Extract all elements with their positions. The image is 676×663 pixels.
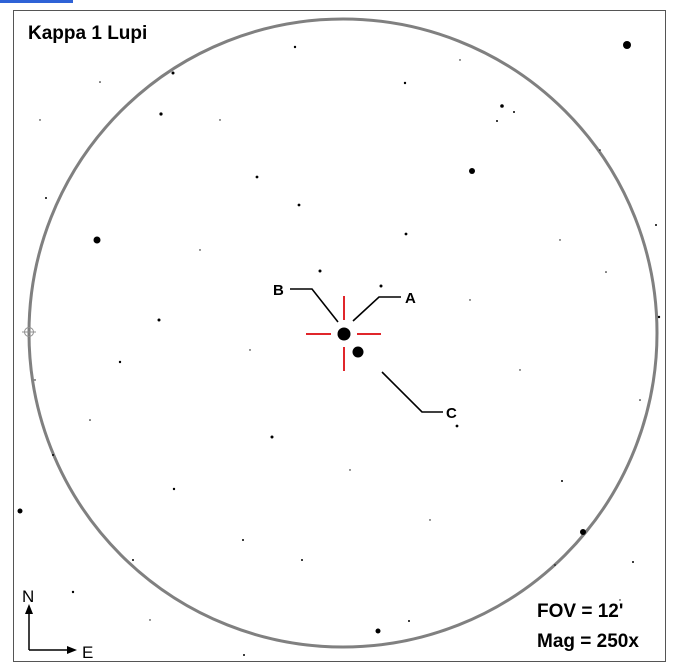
mag-label: Mag = 250x — [537, 631, 639, 652]
field-star — [159, 112, 163, 116]
field-star — [199, 249, 201, 251]
field-star — [500, 104, 504, 108]
field-star — [297, 203, 301, 207]
field-star — [469, 299, 471, 301]
field-star — [623, 41, 631, 49]
field-star — [17, 508, 23, 514]
field-star — [149, 619, 151, 621]
field-star — [403, 81, 407, 85]
label-b: B — [273, 282, 284, 299]
field-star — [71, 590, 75, 594]
field-star — [619, 599, 621, 601]
field-star — [242, 539, 244, 541]
compass-north-label: N — [22, 587, 34, 606]
field-star — [469, 168, 475, 174]
field-star — [513, 111, 515, 113]
field-star — [429, 519, 431, 521]
fov-label: FOV = 12' — [537, 601, 623, 622]
field-star — [375, 628, 381, 634]
field-star — [171, 71, 175, 75]
field-star — [657, 315, 661, 319]
field-star — [599, 149, 601, 151]
compass-east-arrowhead — [67, 646, 77, 654]
field-star — [639, 399, 641, 401]
compass-east-label: E — [82, 643, 93, 662]
field-star — [118, 360, 122, 364]
field-star — [496, 120, 498, 122]
leader-c — [381, 371, 443, 413]
field-star — [655, 224, 657, 226]
field-star — [519, 369, 521, 371]
field-star — [270, 435, 274, 439]
field-star — [632, 561, 634, 563]
field-star — [559, 239, 561, 241]
field-star — [89, 419, 91, 421]
field-star — [318, 269, 322, 273]
label-a: A — [405, 290, 416, 307]
field-star — [455, 424, 459, 428]
field-star — [219, 119, 221, 121]
field-star — [93, 236, 101, 244]
field-star — [249, 349, 251, 351]
leader-b — [290, 288, 339, 323]
field-star — [404, 232, 408, 236]
fov-circle — [27, 17, 659, 649]
label-c: C — [446, 405, 457, 422]
field-star — [132, 559, 134, 561]
leader-a — [352, 296, 401, 322]
field-star — [52, 454, 54, 456]
field-star — [172, 487, 176, 491]
field-stars — [17, 41, 661, 656]
target-crosshair — [306, 296, 381, 371]
field-star — [255, 175, 259, 179]
compass: N E — [22, 587, 93, 662]
field-star — [561, 480, 563, 482]
chart-title: Kappa 1 Lupi — [28, 23, 147, 44]
field-star — [580, 529, 586, 535]
field-star — [379, 284, 383, 288]
star-a — [337, 327, 351, 341]
field-star — [554, 564, 556, 566]
field-star — [157, 318, 161, 322]
star-c — [352, 346, 364, 358]
field-star — [408, 620, 410, 622]
field-star — [99, 81, 101, 83]
field-star — [349, 469, 351, 471]
compass-north-arrowhead — [25, 604, 33, 614]
field-star — [293, 45, 297, 49]
field-star — [605, 271, 607, 273]
field-star — [34, 379, 36, 381]
field-star — [39, 119, 41, 121]
field-star — [459, 59, 461, 61]
field-star — [243, 654, 245, 656]
field-star — [301, 559, 303, 561]
link-underline-bar[interactable] — [0, 0, 73, 3]
field-star — [45, 197, 47, 199]
